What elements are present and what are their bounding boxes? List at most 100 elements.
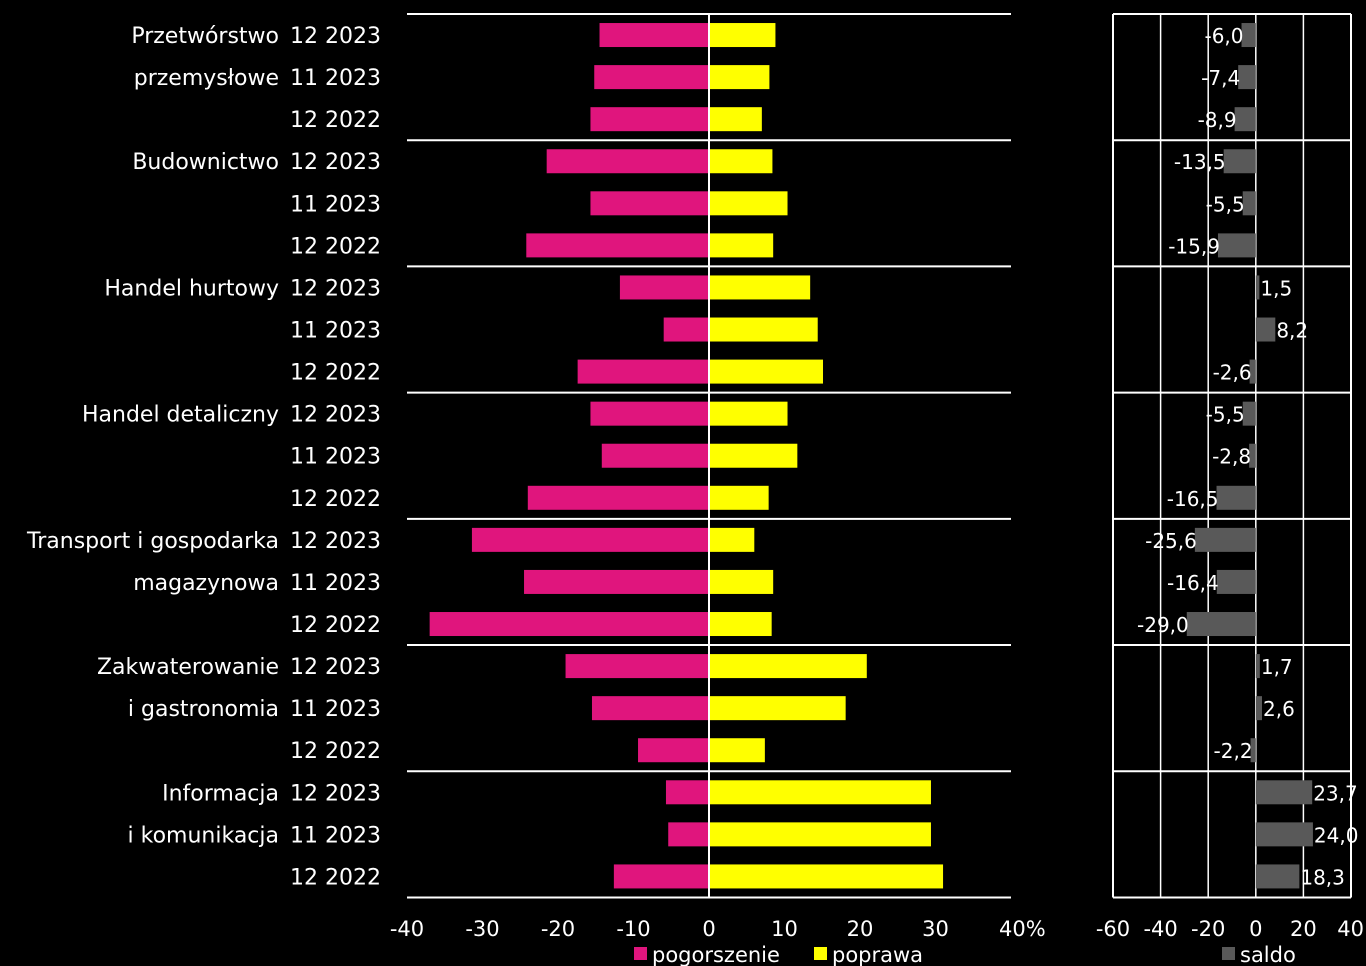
saldo-x-tick: 40: [1337, 917, 1364, 941]
period-label: 12 2022: [290, 865, 381, 890]
legend: pogorszenie poprawa saldo: [634, 943, 1296, 966]
saldo-value-label: -6,0: [1204, 24, 1243, 48]
category-label: Transport i gospodarka: [26, 529, 279, 554]
bar-pogorszenie: [591, 696, 709, 721]
bar-poprawa: [709, 780, 931, 805]
bar-pogorszenie: [590, 107, 709, 132]
bar-pogorszenie: [590, 191, 709, 216]
group-separators: [407, 13, 1351, 899]
bar-pogorszenie: [619, 275, 709, 300]
saldo-value-label: -2,8: [1212, 445, 1251, 469]
saldo-bar: [1242, 401, 1256, 426]
bar-pogorszenie: [601, 443, 709, 468]
bar-poprawa: [709, 822, 931, 847]
period-label: 12 2022: [290, 234, 381, 259]
saldo-value-label: 18,3: [1300, 865, 1345, 889]
row-labels: 12 2023 Przetwórstwo 11 2023 przemysłowe 12 …: [26, 24, 381, 890]
saldo-bar: [1242, 191, 1256, 216]
period-label: 12 2023: [290, 403, 381, 428]
period-label: 12 2023: [290, 529, 381, 554]
bar-poprawa: [709, 149, 773, 174]
period-label: 11 2023: [290, 445, 381, 470]
period-label: 11 2023: [290, 697, 381, 722]
period-label: 12 2023: [290, 276, 381, 301]
category-label: przemysłowe: [134, 66, 279, 91]
category-label: Zakwaterowanie: [97, 655, 279, 680]
bar-poprawa: [709, 443, 798, 468]
saldo-bar: [1234, 107, 1256, 132]
bar-poprawa: [709, 569, 774, 594]
bar-poprawa: [709, 654, 867, 679]
period-label: 11 2023: [290, 66, 381, 91]
period-label: 12 2023: [290, 24, 381, 49]
bar-pogorszenie: [599, 23, 709, 48]
bar-pogorszenie: [577, 359, 709, 384]
category-label: Przetwórstwo: [131, 24, 279, 49]
saldo-value-label: -16,5: [1167, 487, 1219, 511]
saldo-bar: [1194, 527, 1256, 552]
bar-pogorszenie: [565, 654, 709, 679]
saldo-x-tick: 20: [1290, 917, 1317, 941]
saldo-value-label: -13,5: [1174, 150, 1226, 174]
saldo-bar: [1216, 569, 1256, 594]
period-label: 12 2022: [290, 739, 381, 764]
legend-swatch-pogorszenie: [634, 947, 647, 960]
bar-poprawa: [709, 401, 788, 426]
saldo-value-label: -5,5: [1206, 403, 1245, 427]
period-label: 12 2022: [290, 487, 381, 512]
saldo-value-label: -16,4: [1167, 571, 1219, 595]
category-label: i komunikacja: [128, 823, 279, 848]
legend-label-saldo: saldo: [1240, 943, 1296, 966]
main-x-tick: -20: [541, 917, 575, 941]
saldo-bar: [1255, 864, 1300, 889]
period-label: 11 2023: [290, 319, 381, 344]
bar-pogorszenie: [471, 527, 709, 552]
main-bars: [429, 23, 944, 889]
bar-poprawa: [709, 738, 765, 763]
saldo-bar: [1255, 317, 1276, 342]
main-x-tick: -40: [390, 917, 424, 941]
bar-poprawa: [709, 527, 755, 552]
saldo-x-tick: -20: [1191, 917, 1225, 941]
saldo-bar: [1250, 738, 1256, 763]
saldo-value-label: 1,5: [1260, 276, 1292, 300]
main-x-tick: -10: [616, 917, 650, 941]
saldo-value-label: -29,0: [1137, 613, 1189, 637]
saldo-value-label: 8,2: [1276, 319, 1308, 343]
saldo-value-label: -25,6: [1145, 529, 1197, 553]
saldo-bar: [1255, 696, 1262, 721]
main-x-tick: 0: [702, 917, 715, 941]
legend-swatch-poprawa: [814, 947, 827, 960]
bar-pogorszenie: [665, 780, 709, 805]
main-x-tick: 30: [922, 917, 949, 941]
saldo-value-label: -2,6: [1213, 361, 1252, 385]
bar-pogorszenie: [524, 569, 709, 594]
saldo-bar: [1186, 612, 1256, 637]
main-x-tick: 10: [771, 917, 798, 941]
saldo-value-label: -8,9: [1198, 108, 1237, 132]
saldo-bar: [1223, 149, 1256, 174]
period-label: 12 2023: [290, 781, 381, 806]
period-label: 12 2023: [290, 655, 381, 680]
bar-pogorszenie: [590, 401, 709, 426]
category-label: Informacja: [162, 781, 279, 806]
period-label: 12 2022: [290, 361, 381, 386]
saldo-value-label: -15,9: [1168, 234, 1220, 258]
category-label: Handel hurtowy: [104, 276, 279, 301]
saldo-value-label: -2,2: [1214, 739, 1253, 763]
bar-pogorszenie: [594, 65, 709, 90]
saldo-bars: -6,0 -7,4 -8,9 -13,5 -5,5 -15,9 1,5 8,2 -2,6 -5,5…: [1137, 23, 1358, 889]
period-label: 11 2023: [290, 571, 381, 596]
bar-poprawa: [709, 233, 774, 258]
saldo-x-tick: 0: [1249, 917, 1262, 941]
bar-pogorszenie: [526, 233, 709, 258]
bar-poprawa: [709, 23, 776, 48]
category-label: i gastronomia: [128, 697, 279, 722]
category-label: magazynowa: [133, 571, 279, 596]
bar-poprawa: [709, 612, 772, 637]
saldo-bar: [1216, 485, 1256, 510]
bar-poprawa: [709, 696, 846, 721]
saldo-bar: [1217, 233, 1256, 258]
bar-poprawa: [709, 317, 818, 342]
bar-pogorszenie: [663, 317, 709, 342]
